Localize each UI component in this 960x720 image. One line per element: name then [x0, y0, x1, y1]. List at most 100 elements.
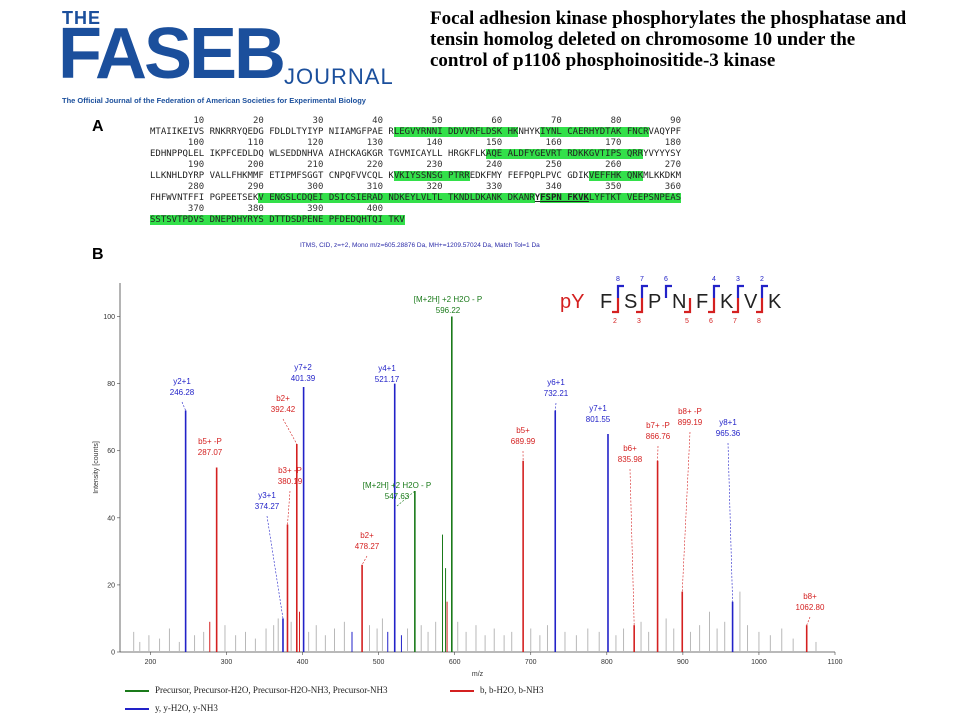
y-tick-label: 60	[107, 448, 115, 455]
logo-tagline: The Official Journal of the Federation o…	[62, 96, 366, 105]
x-tick-label: 300	[221, 659, 233, 666]
legend-precursor: Precursor, Precursor-H2O, Precursor-H2O-…	[125, 685, 388, 695]
peptide-residue: K	[720, 291, 734, 313]
peak-mz-label: 866.76	[646, 432, 671, 441]
legend-y-label: y, y-H2O, y-NH3	[155, 703, 218, 713]
x-tick-label: 800	[601, 659, 613, 666]
slide-title: Focal adhesion kinase phosphorylates the…	[430, 8, 907, 71]
identified-peptide-segment: FSPN FKVK	[540, 193, 589, 203]
peak-leader-line	[727, 442, 733, 602]
peak-mz-label: 899.19	[678, 418, 703, 427]
peak-leader-line	[266, 515, 284, 619]
y-ion-bracket	[736, 284, 744, 298]
peak-leader-line	[396, 490, 416, 507]
y-ion-bracket	[664, 284, 672, 298]
peptide-residue: S	[624, 291, 637, 313]
peptide-residue: V	[744, 291, 758, 313]
peak-mz-label: 596.22	[436, 306, 461, 315]
y-ion-bracket	[712, 284, 720, 298]
peak-ion-label: y3+1	[258, 491, 276, 500]
peak-ion-label: y4+1	[378, 364, 396, 373]
peak-mz-label: 835.98	[618, 455, 643, 464]
peak-leader-line	[181, 401, 186, 411]
peak-leader-line	[282, 418, 298, 445]
faseb-logo: THE FASEB JOURNAL The Official Journal o…	[58, 8, 418, 108]
y-axis-label: Intensity [counts]	[93, 441, 100, 494]
x-tick-label: 1000	[751, 659, 767, 666]
sequence-residue-row: EDHNPPQLEL IKPFCEDLDQ WLSEDDNHVA AIHCKAG…	[150, 149, 790, 160]
spectrum-header: ITMS, CID, z=+2, Mono m/z=605.28876 Da, …	[300, 242, 540, 249]
peak-ion-label: b7+ -P	[646, 421, 670, 430]
y-tick-label: 20	[107, 582, 115, 589]
legend-y-swatch	[125, 707, 149, 710]
b-ion-bracket	[708, 298, 716, 314]
peptide-residue: P	[648, 291, 661, 313]
sequence-segment: MLKKDKM	[643, 171, 682, 181]
peak-ion-label: b5+ -P	[198, 437, 222, 446]
b-ion-number: 2	[613, 318, 617, 325]
legend-b-label: b, b-H2O, b-NH3	[480, 685, 544, 695]
legend-precursor-label: Precursor, Precursor-H2O, Precursor-H2O-…	[155, 685, 388, 695]
sequence-position-row: 190 200 210 220 230 240 250 260 270	[150, 160, 682, 170]
y-ion-number: 7	[640, 276, 644, 283]
sequence-segment: MTAIIKEIVS RNKRRYQEDG FDLDLTYIYP NIIAMGF…	[150, 127, 394, 137]
peptide-residue: N	[672, 291, 686, 313]
peptide-phospho-prefix: pY	[560, 291, 584, 313]
peak-ion-label: y6+1	[547, 378, 565, 387]
identified-peptide-segment: V ENGSLCDQEI DSICSIERAD NDKEYLVLTL TKNDL…	[258, 193, 535, 203]
x-tick-label: 700	[525, 659, 537, 666]
peak-mz-label: 246.28	[170, 388, 195, 397]
peptide-residue: F	[600, 291, 612, 313]
peak-ion-label: y8+1	[719, 418, 737, 427]
sequence-residue-row: SSTSVTPDVS DNEPDHYRYS DTTDSDPENE PFDEDQH…	[150, 215, 790, 226]
peak-mz-label: 478.27	[355, 542, 380, 551]
y-ion-bracket	[640, 284, 648, 298]
y-ion-number: 8	[616, 276, 620, 283]
protein-sequence: 10 20 30 40 50 60 70 80 90 MTAIIKEIVS RNK…	[150, 116, 790, 226]
identified-peptide-segment: IYNL CAERHYDTAK FNCR	[540, 127, 649, 137]
logo-the: THE	[62, 8, 101, 28]
peak-ion-label: b8+	[803, 592, 817, 601]
legend-y: y, y-H2O, y-NH3	[125, 703, 218, 713]
peptide-residue: K	[768, 291, 782, 313]
peak-mz-label: 965.36	[716, 429, 741, 438]
identified-peptide-segment: VEFFHK QNK	[588, 171, 644, 181]
peak-leader-line	[287, 490, 291, 525]
b-ion-bracket	[636, 298, 644, 314]
y-ion-bracket	[760, 284, 768, 298]
peak-ion-label: y7+1	[589, 404, 607, 413]
panel-a-label: A	[92, 118, 104, 135]
x-tick-label: 400	[297, 659, 309, 666]
peak-mz-label: 1062.80	[796, 603, 825, 612]
panel-b-label: B	[92, 246, 104, 263]
peak-leader-line	[629, 468, 635, 626]
y-tick-label: 40	[107, 515, 115, 522]
peak-mz-label: 392.42	[271, 405, 296, 414]
x-tick-label: 200	[145, 659, 157, 666]
y-ion-bracket	[616, 284, 624, 298]
legend-b: b, b-H2O, b-NH3	[450, 685, 544, 695]
sequence-residue-row: MTAIIKEIVS RNKRRYQEDG FDLDLTYIYP NIIAMGF…	[150, 127, 790, 138]
sequence-segment: NHYK	[518, 127, 541, 137]
sequence-segment: YVYYYSY	[643, 149, 682, 159]
sequence-position-row: 370 380 390 400	[150, 204, 383, 214]
sequence-segment: LLKNHLDYRP VALLFHKMMF ETIPMFSGGT CNPQFVV…	[150, 171, 394, 181]
peak-ion-label: b6+	[623, 444, 637, 453]
legend-b-swatch	[450, 689, 474, 692]
b-ion-number: 8	[757, 318, 761, 325]
sequence-segment: VAQYPF	[648, 127, 682, 137]
y-ion-number: 6	[664, 276, 668, 283]
peak-mz-label: 689.99	[511, 437, 536, 446]
peak-mz-label: 380.19	[278, 477, 303, 486]
b-ion-bracket	[732, 298, 740, 314]
y-tick-label: 0	[111, 650, 115, 657]
b-ion-number: 5	[685, 318, 689, 325]
identified-peptide-segment: VKIYSSNSG PTRR	[393, 171, 470, 181]
y-ion-number: 2	[760, 276, 764, 283]
legend-precursor-swatch	[125, 689, 149, 692]
peak-ion-label: b8+ -P	[678, 407, 702, 416]
peak-ion-label: y7+2	[294, 363, 312, 372]
peak-mz-label: 374.27	[255, 502, 280, 511]
identified-peptide-segment: AQE ALDFYGEVRT RDKKGVTIPS QRR	[485, 149, 644, 159]
